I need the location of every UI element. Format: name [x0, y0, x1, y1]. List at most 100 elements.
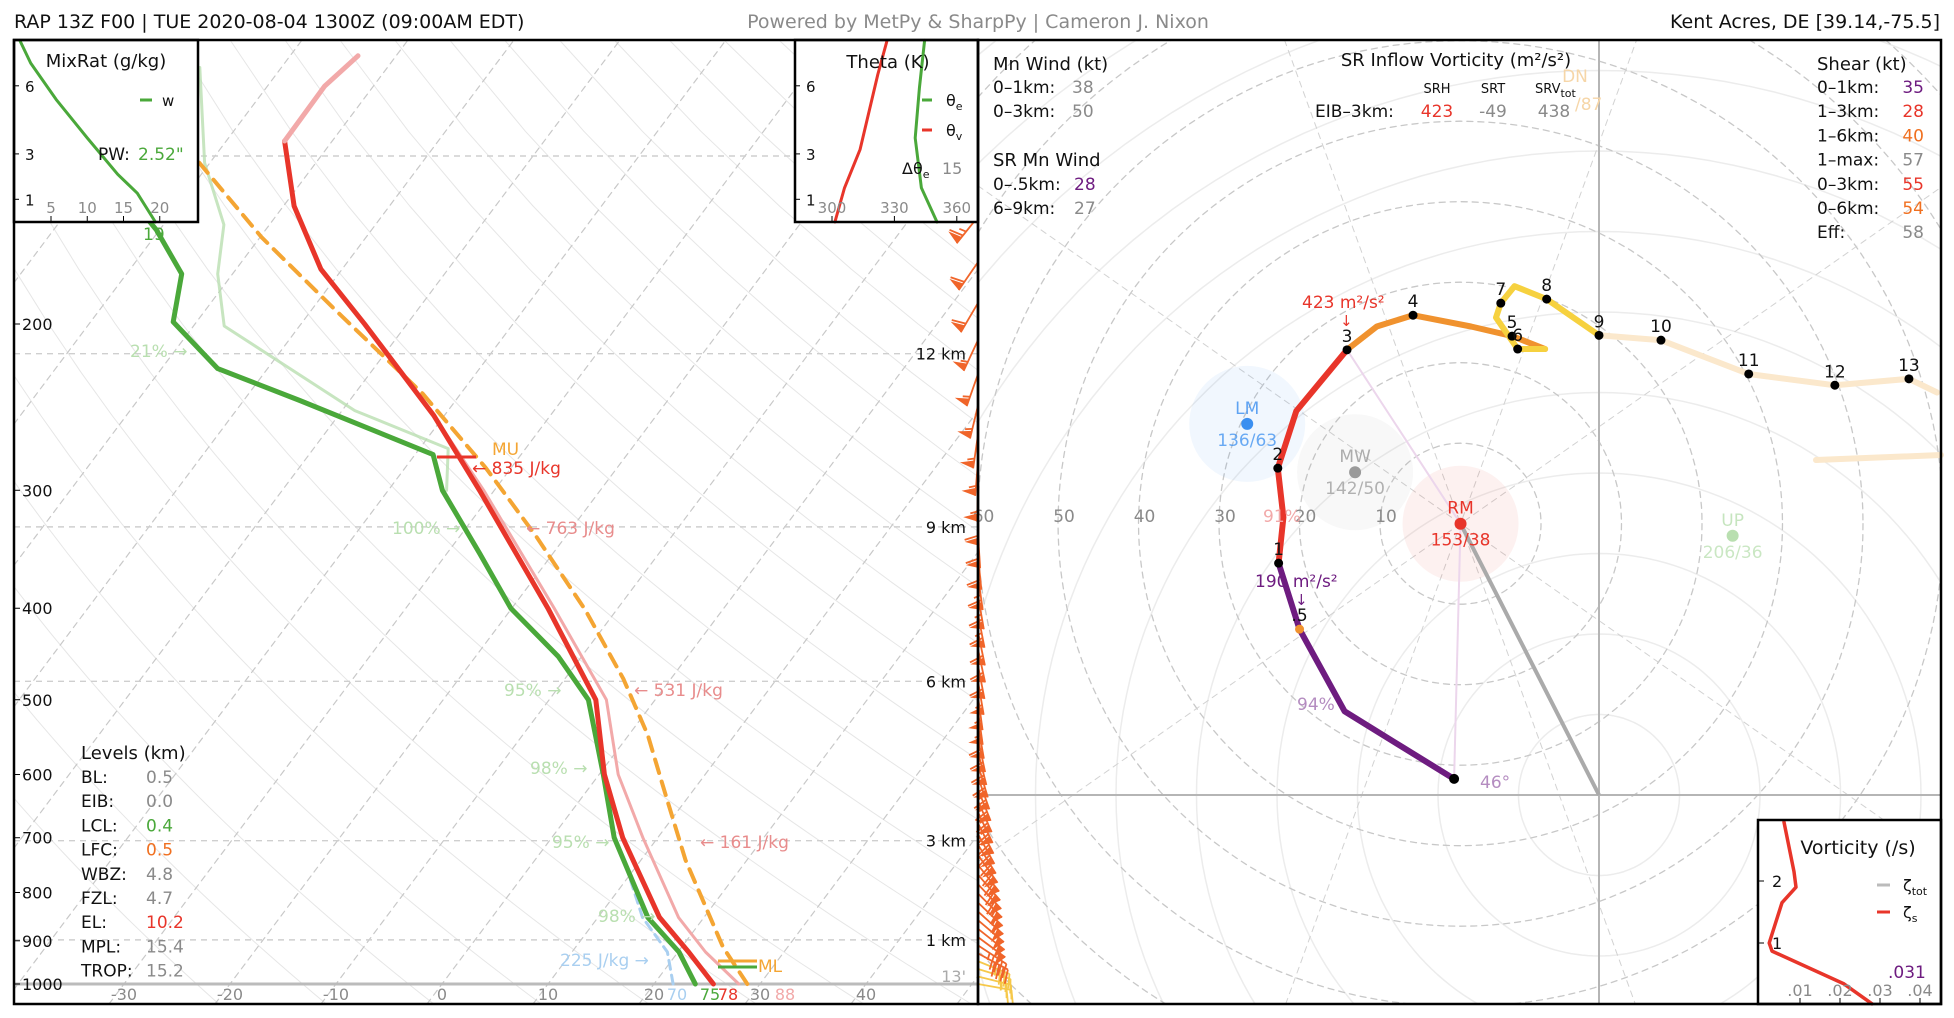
barb-full — [964, 534, 979, 541]
mixrat-x-tick-label: 10 — [78, 199, 97, 217]
shear-value: 40 — [1902, 126, 1924, 146]
pressure-tick-label: 500 — [22, 691, 53, 710]
storm-relative-ring — [1748, 39, 1942, 231]
mixrat-y-tick-label: 6 — [25, 78, 35, 96]
shear-label: 1–3km: — [1817, 102, 1879, 122]
barb-full — [981, 874, 993, 887]
isotherm — [13, 39, 409, 566]
rh-label: 100% → — [392, 519, 460, 539]
storm-marker-up — [1726, 529, 1739, 542]
zeta-s-legend-label: ζs — [1903, 903, 1918, 925]
hodograph-9km-plus — [1596, 332, 1941, 396]
height-marker — [1830, 380, 1840, 390]
height-marker-label: 5 — [1507, 313, 1518, 333]
storm-marker-mw — [1349, 466, 1362, 479]
mixrat-y-tick-label: 1 — [25, 191, 35, 209]
storm-marker-value: 153/38 — [1431, 531, 1491, 551]
barb-flag — [969, 706, 984, 715]
srh-arrow: ↓ — [1295, 591, 1308, 609]
srh-column-header: SRH — [1423, 82, 1450, 97]
barb-full — [1002, 971, 1006, 987]
height-marker — [1513, 344, 1523, 354]
label-subscript: v — [956, 130, 963, 143]
srt-column-header: SRT — [1481, 82, 1505, 97]
barb-full — [997, 960, 1004, 976]
upper-temperature-line — [282, 53, 361, 144]
label-subscript: e — [956, 100, 963, 113]
pw-value: 2.52" — [138, 145, 184, 165]
rh-label: 95% → — [552, 833, 609, 853]
inset-plot-area — [1767, 820, 1874, 1006]
inflow-line — [1346, 349, 1462, 525]
sr-mean-wind-value: 27 — [1074, 199, 1096, 219]
barb-full — [995, 964, 1000, 980]
rh-label: 21% → — [130, 342, 187, 362]
mixrat-y-tick-label: 3 — [25, 146, 35, 164]
surface-temperature-f-label: 78 — [718, 985, 738, 1004]
barb-full — [969, 688, 983, 697]
levels-row-value: 0.5 — [146, 768, 173, 788]
barb-full — [969, 671, 984, 681]
levels-panel: Levels (km) BL: 0.5 EIB: 0.0 LCL: 0.4 LFC: 0.5 WB… — [80, 743, 186, 982]
dry-adiabat — [613, 39, 979, 371]
mixrat-x-tick-label: 20 — [150, 199, 169, 217]
height-label: 12 km — [916, 345, 966, 364]
hodograph-ring — [1115, 311, 1942, 1005]
shear-value: 57 — [1902, 151, 1924, 171]
barb-full — [990, 962, 996, 977]
wind-barb — [954, 373, 979, 407]
levels-row-value: 0.0 — [146, 792, 173, 812]
dry-adiabat — [558, 39, 979, 424]
pressure-tick-label: 400 — [22, 599, 53, 618]
label-subscript: tot — [1560, 87, 1576, 100]
mixrat-x-tick-label: 15 — [114, 199, 133, 217]
isotherm — [13, 39, 515, 708]
dry-adiabat — [13, 375, 650, 1005]
parcel-trace — [197, 160, 750, 986]
barb-full — [997, 970, 1002, 985]
label-subscript: e — [923, 168, 930, 181]
barb-flag — [952, 361, 968, 371]
barb-full — [986, 901, 996, 915]
levels-row-label: EL: — [81, 913, 107, 933]
hodograph-ring — [977, 39, 998, 56]
surface-height-label: 13' — [941, 967, 966, 986]
wind-barb — [950, 302, 979, 333]
storm-marker-value: 206/36 — [1703, 543, 1763, 563]
levels-row-label: FZL: — [81, 889, 118, 909]
inflow-percent-label: 94% — [1297, 695, 1335, 715]
surface-temperature-f-label: 88 — [775, 985, 795, 1004]
height-label: 9 km — [926, 518, 966, 537]
figure-location: Kent Acres, DE [39.14,-75.5] — [1670, 11, 1940, 33]
shear-label: 1–max: — [1817, 151, 1879, 171]
barb-full — [951, 319, 967, 325]
vorticity-x-tick-label: .03 — [1867, 981, 1892, 1000]
height-marker-label: 7 — [1495, 280, 1506, 300]
barb-full — [969, 637, 984, 646]
dewpoint-line — [79, 76, 698, 987]
height-marker-label: 2 — [1272, 445, 1283, 465]
height-label: 1 km — [926, 931, 966, 950]
pressure-tick-label: 1000 — [22, 975, 63, 994]
label-main: ζ — [1903, 876, 1912, 895]
statistics-text: Mn Wind (kt) 0–1km: 38 0–3km: 50 SR Mn Wind 0–… — [993, 50, 1924, 243]
wind-barb — [961, 461, 979, 496]
storm-relative-ring — [1379, 442, 1542, 605]
shear-value: 58 — [1902, 223, 1924, 243]
hodograph-ring — [1034, 230, 1942, 1005]
isotherm — [744, 692, 979, 1005]
mu-cape-label: ← 835 J/kg — [472, 459, 561, 479]
levels-row-label: LFC: — [81, 841, 118, 861]
inset-plot-area — [833, 38, 939, 224]
barb-full — [949, 228, 964, 237]
shear-label: 0–1km: — [1817, 78, 1879, 98]
wind-barb — [949, 261, 979, 291]
pressure-tick-label: 200 — [22, 315, 53, 334]
height-marker-label: 12 — [1824, 362, 1846, 382]
height-marker — [1656, 335, 1666, 345]
barb-flag — [992, 944, 1005, 959]
barb-full — [968, 748, 983, 757]
levels-row-label: TROP: — [80, 962, 133, 982]
